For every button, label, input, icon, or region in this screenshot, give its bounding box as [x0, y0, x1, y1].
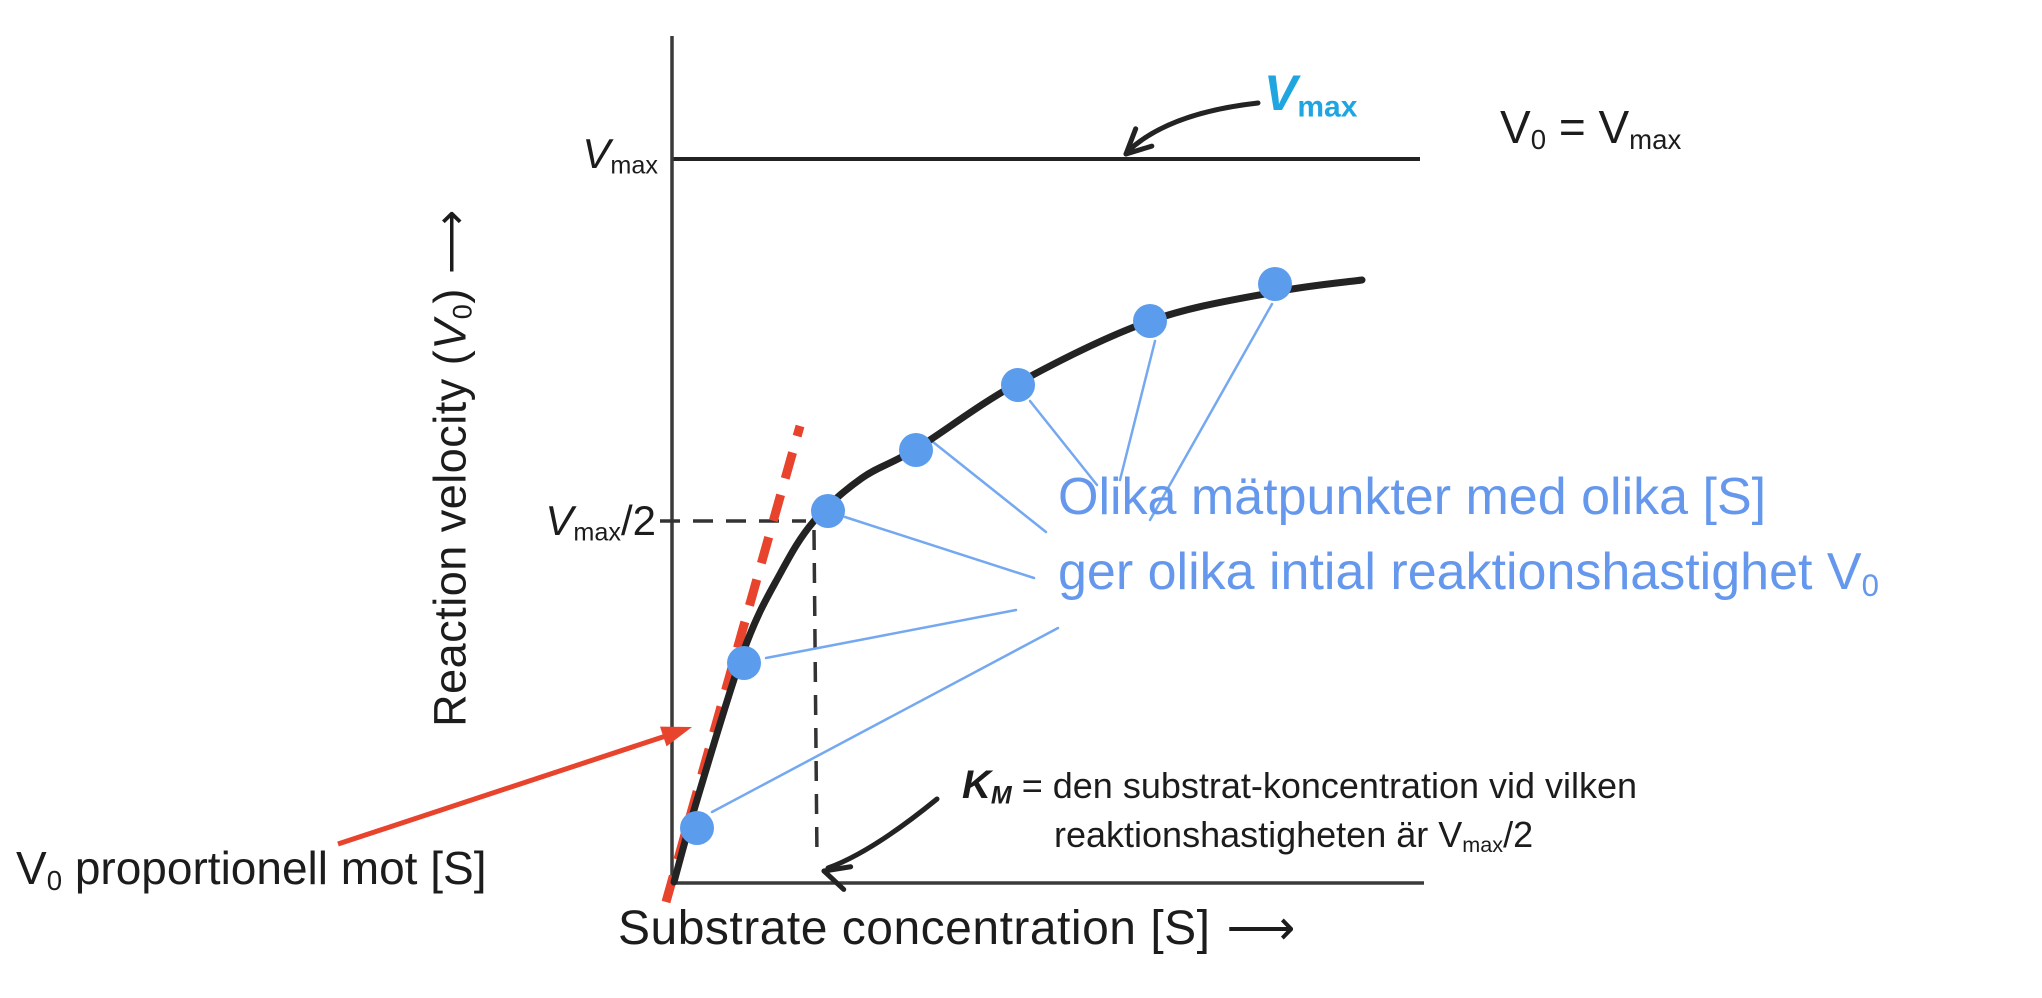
- km-symbol: K: [962, 763, 991, 807]
- km-callout-arrow-head-0: [821, 864, 854, 874]
- y-axis-title-v: V: [424, 319, 476, 350]
- km-note-line2-text: reaktionshastigheten är V: [1054, 814, 1463, 855]
- km-note-line1-text: = den substrat-koncentration vid vilken: [1011, 765, 1638, 806]
- v0eq-v2: V: [1598, 101, 1630, 153]
- proportionality-arrowhead: [660, 726, 692, 747]
- y-axis-title-sub: 0: [447, 303, 478, 320]
- km-symbol-sub: M: [990, 781, 1012, 810]
- y-axis-title: Reaction velocity (V0) ⟶: [424, 209, 479, 727]
- vmax-callout-arrow-head-1: [1123, 143, 1155, 157]
- vmax-callout-label: Vmax: [1264, 66, 1357, 124]
- prop-note-v: V: [16, 842, 47, 894]
- km-note-line1: KM = den substrat-koncentration vid vilk…: [962, 760, 1637, 812]
- v0eq-equals: =: [1546, 101, 1599, 153]
- vmax-callout-arrow-head-0: [1123, 126, 1139, 157]
- data-point-1: [727, 646, 761, 680]
- y-tick-halfvmax-suffix: /2: [620, 497, 656, 544]
- data-point-0: [680, 811, 714, 845]
- y-axis-title-close: ): [424, 288, 476, 304]
- datapoint-callout-line-1: [764, 608, 1018, 660]
- y-tick-halfvmax-v: V: [545, 497, 574, 544]
- km-callout-arrow-head-1: [821, 868, 847, 892]
- datapoint-callout-line-2: [843, 515, 1036, 580]
- x-axis-title-text: Substrate concentration [S]: [618, 902, 1211, 955]
- vmax-callout-sub: max: [1297, 90, 1358, 124]
- y-tick-vmax-label: Vmax: [582, 130, 658, 180]
- initial-slope-tangent-line: [661, 424, 805, 904]
- x-axis-arrow-icon: ⟶: [1226, 902, 1296, 955]
- datapoint-callout-line-3: [931, 440, 1048, 534]
- measurement-note-line2-sub: 0: [1861, 567, 1879, 603]
- y-tick-halfvmax-label: Vmax/2: [545, 497, 656, 547]
- data-point-6: [1258, 267, 1292, 301]
- v0-equals-vmax-label: V0 = Vmax: [1500, 102, 1681, 155]
- v0eq-v1: V: [1500, 101, 1531, 153]
- v0eq-sub2: max: [1629, 124, 1682, 156]
- data-point-4: [1001, 368, 1035, 402]
- datapoint-callout-line-4: [1028, 399, 1099, 487]
- prop-note-text: proportionell mot [S]: [62, 842, 487, 894]
- km-note-line2: reaktionshastigheten är Vmax/2: [962, 812, 1637, 858]
- vmax-callout-v: V: [1264, 65, 1298, 121]
- km-dashed-line: [812, 529, 819, 861]
- datapoint-callout-line-0: [710, 626, 1060, 814]
- y-tick-vmax-sub: max: [610, 151, 658, 180]
- datapoint-callout-line-5: [1118, 339, 1157, 482]
- measurement-note-line2: ger olika intial reaktionshastighet V0: [1058, 535, 1879, 610]
- data-point-3: [899, 433, 933, 467]
- proportionality-note: V0 proportionell mot [S]: [16, 843, 486, 896]
- prop-note-sub: 0: [46, 865, 63, 897]
- vmax-callout-arrow: [1124, 100, 1261, 155]
- v0eq-sub1: 0: [1530, 124, 1547, 156]
- y-axis-title-text: Reaction velocity (: [424, 349, 476, 727]
- km-note-line2-sub: max: [1462, 831, 1504, 857]
- km-definition-note: KM = den substrat-koncentration vid vilk…: [962, 760, 1637, 858]
- y-axis-arrow-icon: ⟶: [424, 209, 476, 275]
- measurement-note-line2-text: ger olika intial reaktionshastighet V: [1058, 542, 1862, 601]
- km-callout-arrow: [825, 796, 940, 871]
- km-note-line2-suffix: /2: [1503, 814, 1534, 855]
- michaelis-menten-curve: [670, 276, 1366, 886]
- measurement-note-line1: Olika mätpunkter med olika [S]: [1058, 468, 1767, 526]
- data-point-5: [1133, 304, 1167, 338]
- y-tick-vmax-v: V: [582, 130, 611, 177]
- y-tick-halfvmax-sub: max: [573, 518, 621, 547]
- measurement-note: Olika mätpunkter med olika [S] ger olika…: [1058, 460, 1879, 610]
- proportionality-arrow: [337, 727, 685, 847]
- datapoint-callout-line-6: [1148, 302, 1274, 522]
- data-point-2: [811, 494, 845, 528]
- x-axis-title: Substrate concentration [S] ⟶: [618, 902, 1296, 956]
